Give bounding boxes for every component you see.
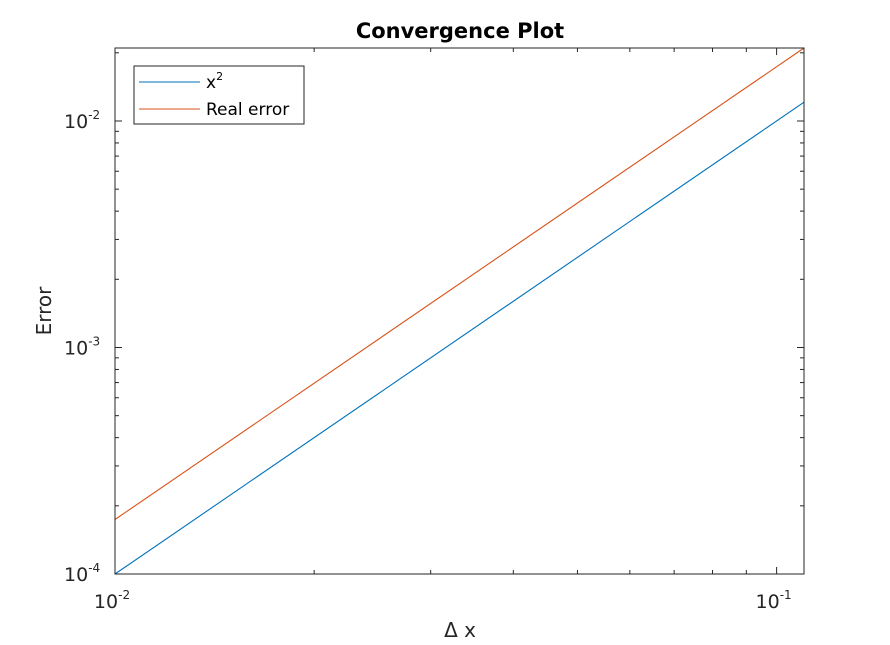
series-line-1 <box>114 47 805 520</box>
legend-label-0: x2 <box>206 70 223 93</box>
y-tick-label: 10-4 <box>64 561 100 586</box>
legend: x2 Real error <box>133 65 305 125</box>
series-line-0 <box>114 101 805 575</box>
plot-frame <box>114 47 805 575</box>
legend-box <box>133 65 305 125</box>
chart-title: Convergence Plot <box>356 19 564 43</box>
plot-area <box>115 48 804 574</box>
x-tick-label: 10-1 <box>756 588 792 613</box>
legend-label-1: Real error <box>206 100 289 120</box>
series-lines <box>114 47 805 575</box>
minor-ticks <box>115 48 804 574</box>
x-axis-label: Δ x <box>444 618 476 642</box>
legend-entries: x2 Real error <box>139 70 289 120</box>
y-tick-label: 10-2 <box>64 108 100 133</box>
y-tick-labels: 10-4 10-3 10-2 <box>64 108 100 586</box>
y-axis-label: Error <box>32 286 56 336</box>
y-tick-label: 10-3 <box>64 334 100 359</box>
x-tick-labels: 10-2 10-1 <box>94 588 792 613</box>
x-tick-label: 10-2 <box>94 588 130 613</box>
